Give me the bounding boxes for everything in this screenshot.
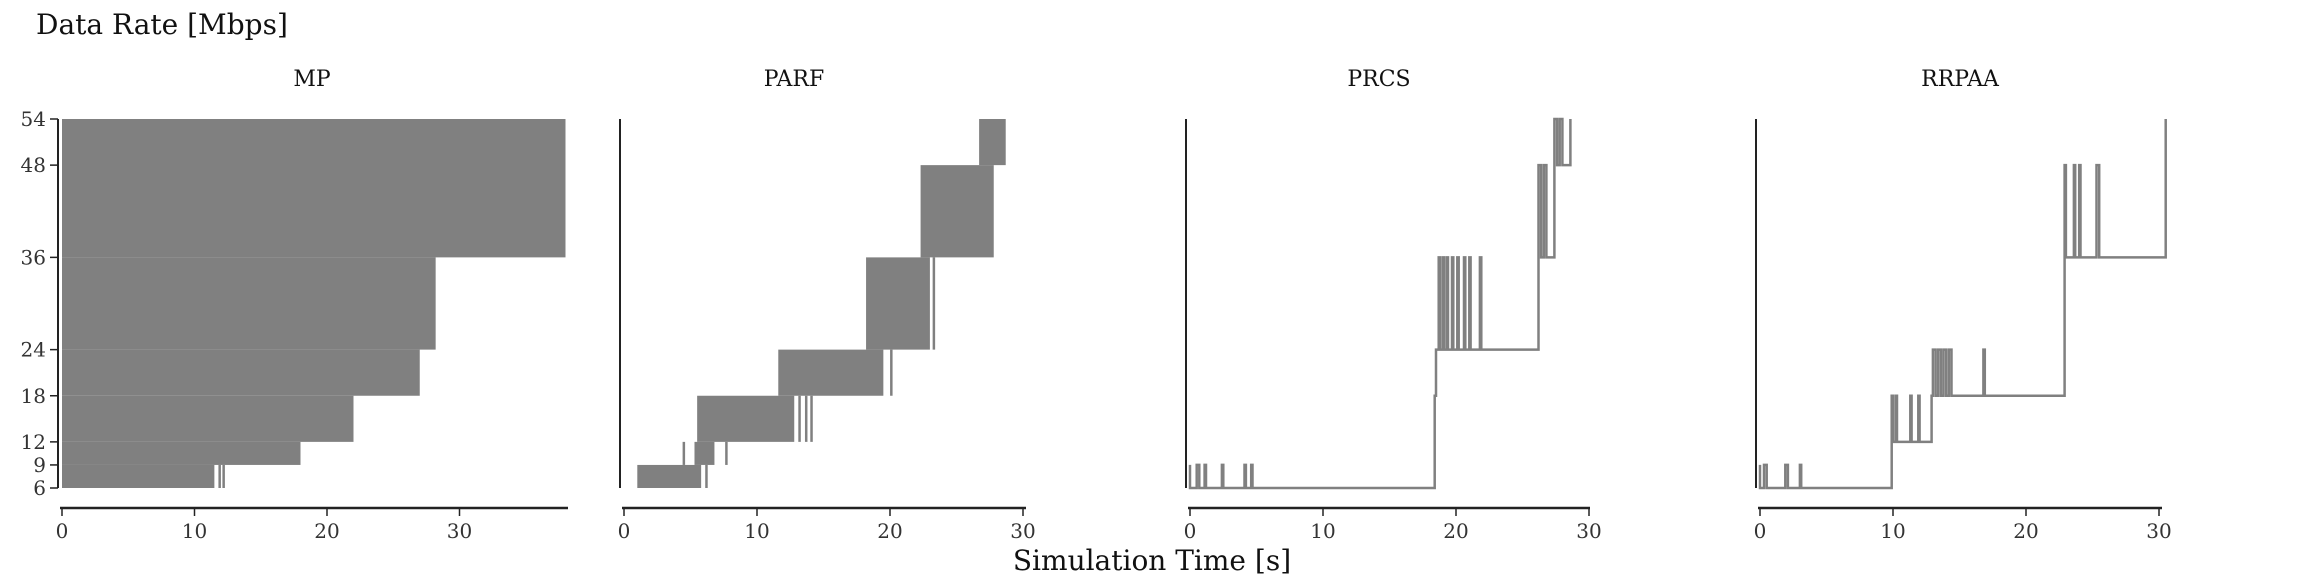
y-tick-label: 24: [21, 338, 46, 362]
rate-series-line: [1188, 117, 1572, 490]
y-tick-label: 36: [21, 245, 46, 269]
x-tick-label: 30: [1576, 519, 1601, 543]
x-tick-label: 20: [1443, 519, 1468, 543]
rate-band: [62, 464, 215, 488]
rate-band: [62, 441, 301, 465]
panel-title: PARF: [764, 67, 825, 92]
panel-title: RRPAA: [1921, 67, 2000, 92]
rate-band: [62, 119, 566, 258]
panel-parf: PARF 0 10 20 30: [618, 67, 1036, 543]
rate-band: [866, 257, 930, 350]
x-tick-label: 10: [1310, 519, 1335, 543]
x-tick-label: 20: [314, 519, 339, 543]
y-tick-label: 6: [33, 476, 46, 500]
x-tick-label: 30: [2146, 519, 2171, 543]
x-tick-label: 0: [56, 519, 69, 543]
rate-series-line: [1758, 119, 2167, 490]
x-tick-label: 10: [1880, 519, 1905, 543]
x-tick-label: 20: [877, 519, 902, 543]
x-tick-label: 30: [447, 519, 472, 543]
y-tick-label: 12: [21, 430, 46, 454]
x-tick-label: 10: [182, 519, 207, 543]
y-tick-label: 9: [33, 453, 46, 477]
rate-band: [62, 349, 420, 396]
rate-band: [920, 165, 994, 258]
x-tick-label: 0: [618, 519, 631, 543]
x-tick-label: 0: [1184, 519, 1197, 543]
x-tick-label: 0: [1754, 519, 1767, 543]
rate-band: [637, 464, 702, 488]
panel-title: PRCS: [1347, 67, 1410, 92]
y-tick-label: 54: [21, 107, 46, 131]
rate-band: [62, 257, 436, 350]
x-tick-label: 30: [1010, 519, 1035, 543]
y-tick-label: 48: [21, 153, 46, 177]
rate-band: [697, 395, 795, 442]
rate-band: [979, 119, 1006, 166]
panel-prcs: PRCS 0 10 20 30: [1184, 67, 1602, 543]
rate-band: [778, 349, 884, 396]
x-tick-label: 10: [744, 519, 769, 543]
rate-band: [62, 395, 354, 442]
figure-ylabel: Data Rate [Mbps]: [36, 8, 288, 41]
x-tick-label: 20: [2013, 519, 2038, 543]
panel-rrpaa: RRPAA 0 10 20 30: [1754, 67, 2172, 543]
figure-xlabel: Simulation Time [s]: [1013, 544, 1291, 576]
y-tick-label: 18: [21, 384, 46, 408]
panel-title: MP: [293, 67, 331, 92]
rate-band: [694, 441, 715, 465]
